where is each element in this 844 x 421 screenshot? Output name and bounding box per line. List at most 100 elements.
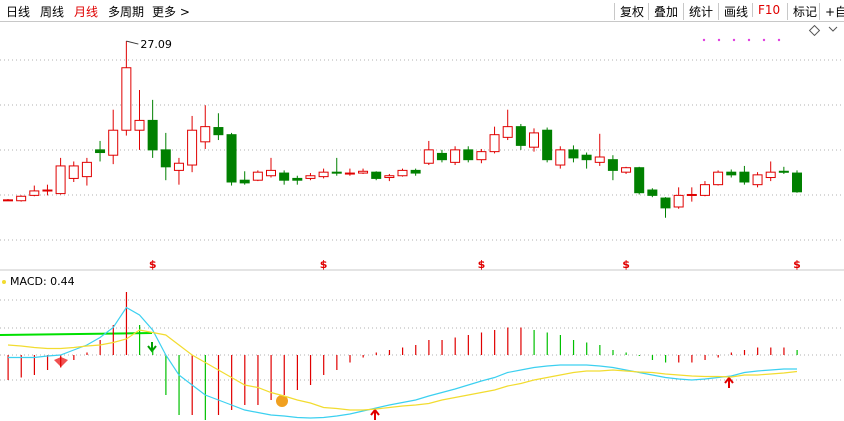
macd-bar [178,355,180,415]
macd-title: MACD: 0.44 [10,275,75,288]
macd-bar [217,355,220,415]
candle-body [410,169,421,174]
buy-arrow [724,376,734,388]
macd-bar [33,355,35,375]
macd-bar [375,352,377,355]
macd-bar [231,355,233,410]
macd-bar [599,345,601,355]
macd-bar [743,350,746,355]
macd-bar [204,355,206,420]
candle-body [187,129,198,166]
candle-body [384,175,395,179]
macd-bar [112,325,114,355]
candle-body [555,149,566,166]
toolbar-button[interactable]: +自 [819,3,844,20]
candle-body [331,171,342,174]
toolbar-button[interactable]: 复权 [614,3,644,20]
candle-body [765,171,776,179]
macd-bar [388,350,391,355]
macd-bar [362,355,364,358]
macd-bar [494,330,496,355]
macd-bar [678,355,680,363]
candle-body [660,197,671,209]
dividend-marker: $ [622,258,630,271]
macd-bar [20,355,22,378]
macd-bar [467,335,469,355]
settings-icon[interactable] [808,24,821,37]
candle-body [160,149,171,168]
macd-bar [309,355,312,385]
macd-bar [257,355,259,405]
candle-body [95,149,106,154]
candle-body [792,172,802,193]
dividend-marker: $ [478,258,486,271]
candle-body [358,170,369,174]
macd-bar [586,342,588,355]
toolbar-button[interactable]: 统计 [683,3,713,20]
macd-bar [757,347,759,355]
dividend-marker: $ [793,258,801,271]
candle-body [134,119,145,131]
candle-body [213,127,224,136]
macd-bar [296,355,298,390]
candle-body [108,129,119,156]
macd-bar [244,355,246,405]
candle-body [279,172,290,181]
macd-bar [546,332,548,355]
high-pointer [126,40,139,45]
toolbar: 日线 周线 月线 多周期 更多 > 复权 叠加 统计 画线 F10 标记 +自 [0,0,844,22]
high-label: 27.09 [140,38,172,51]
macd-bar [783,347,785,355]
candle-body [594,156,605,163]
candle-body [634,167,645,194]
macd-bar [441,340,443,355]
sell-arrow [147,342,157,353]
signal-icon [276,395,288,407]
macd-bar [349,355,351,363]
toolbar-button[interactable]: F10 [752,3,780,17]
macd-bar [559,335,561,355]
candle-body [568,149,579,159]
candle-body [726,171,737,176]
macd-bar [323,355,325,375]
period-tab[interactable]: 日线 [6,5,31,19]
macd-bar [125,292,128,355]
candle-body [200,126,211,143]
collapse-icon[interactable] [828,26,838,32]
macd-bar [139,325,141,355]
period-tab[interactable]: 周线 [40,5,65,19]
candle-body [515,126,526,146]
candle-body [239,179,250,184]
macd-bar [572,340,575,355]
macd-bar [73,355,75,360]
candle-body [226,134,237,183]
period-tab[interactable]: 多周期 [108,5,145,19]
macd-line [7,329,798,411]
toolbar-button[interactable]: 叠加 [648,3,678,20]
toolbar-button[interactable]: 标记 [787,3,817,20]
candle-body [752,174,763,186]
candle-body [147,119,158,151]
candle-body [121,67,132,131]
candle-body [16,195,27,202]
candle-body [3,199,13,202]
candle-body [318,171,329,178]
macd-bar [428,340,430,355]
macd-bar [520,327,522,355]
candle-body [55,165,66,195]
legend-dot [2,280,6,284]
toolbar-button[interactable]: 画线 [718,3,748,20]
buy-arrow [370,408,380,420]
period-tab[interactable]: 更多 > [152,5,190,19]
macd-bar [691,355,693,363]
macd-bar [730,352,732,355]
macd-bar [625,352,627,355]
candle-body [450,149,461,163]
candle-body [713,171,724,186]
indicator-line [0,332,153,336]
period-tab[interactable]: 月线 [74,5,99,19]
macd-bar [651,355,654,360]
candle-body [476,151,487,161]
